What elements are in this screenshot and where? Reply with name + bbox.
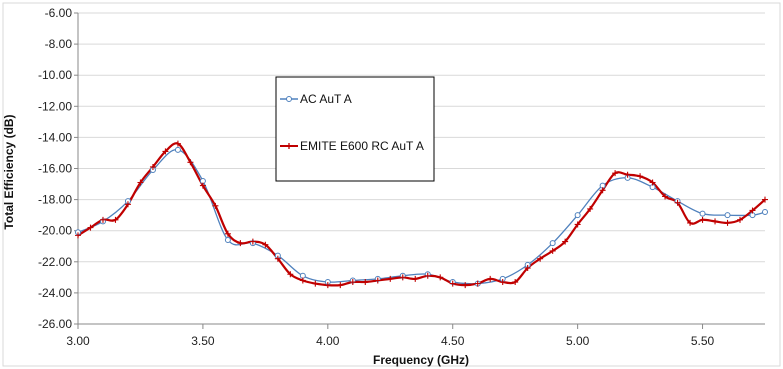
data-point-emite-e600 (87, 224, 94, 231)
x-tick-label: 5.00 (566, 334, 590, 348)
data-point-emite-e600 (499, 279, 506, 286)
data-point-emite-e600 (449, 280, 456, 287)
legend-label-ac-aut-a: AC AuT A (300, 92, 352, 106)
x-tick-label: 4.00 (316, 334, 340, 348)
data-point-emite-e600 (137, 179, 144, 186)
data-point-ac-aut-a (699, 210, 706, 217)
y-tick-label: -6.00 (45, 6, 73, 20)
data-point-emite-e600 (262, 241, 269, 248)
series-line-1 (77, 142, 766, 287)
x-tick-label: 3.50 (191, 334, 215, 348)
data-point-emite-e600 (524, 265, 531, 272)
data-point-emite-e600 (437, 274, 444, 281)
data-point-emite-e600 (624, 171, 631, 178)
x-axis-title: Frequency (GHz) (373, 353, 469, 367)
y-tick-label: -8.00 (45, 37, 73, 51)
data-point-emite-e600 (637, 173, 644, 180)
data-point-ac-aut-a (724, 212, 731, 219)
data-point-emite-e600 (374, 277, 381, 284)
data-point-emite-e600 (762, 196, 768, 203)
x-tick-label: 4.50 (441, 334, 465, 348)
data-point-emite-e600 (212, 202, 219, 209)
data-point-emite-e600 (474, 280, 481, 287)
data-point-emite-e600 (424, 272, 431, 279)
y-tick-labels: -6.00 -8.00 -10.00 -12.00 -14.00 -16.00 -18.00… (38, 6, 72, 331)
legend-marker-emite-e600 (286, 143, 292, 149)
data-point-emite-e600 (462, 282, 469, 289)
y-tick-label: -24.00 (38, 286, 72, 300)
data-point-emite-e600 (99, 216, 106, 223)
data-point-emite-e600 (749, 207, 756, 214)
data-point-emite-e600 (349, 279, 356, 286)
legend: AC AuT A EMITE E600 RC AuT A (275, 76, 435, 182)
y-tick-label: -22.00 (38, 255, 72, 269)
data-point-ac-aut-a (549, 240, 556, 247)
data-point-emite-e600 (249, 238, 256, 245)
gridlines (78, 12, 765, 325)
data-point-emite-e600 (387, 275, 394, 282)
data-point-emite-e600 (662, 193, 669, 200)
data-point-ac-aut-a (174, 146, 181, 153)
data-point-emite-e600 (299, 277, 306, 284)
legend-box (275, 76, 435, 182)
data-point-emite-e600 (149, 163, 156, 170)
data-point-emite-e600 (512, 279, 519, 286)
x-tick-labels: 3.00 3.50 4.00 4.50 5.00 5.50 (66, 334, 714, 348)
axes (74, 12, 765, 329)
data-point-emite-e600 (124, 201, 131, 208)
y-tick-label: -14.00 (38, 130, 72, 144)
series-markers (75, 140, 768, 289)
y-tick-label: -18.00 (38, 193, 72, 207)
data-point-emite-e600 (199, 182, 206, 189)
data-point-emite-e600 (674, 199, 681, 206)
data-point-emite-e600 (537, 255, 544, 262)
data-point-emite-e600 (75, 232, 81, 239)
data-point-emite-e600 (274, 255, 281, 262)
data-point-emite-e600 (699, 216, 706, 223)
data-point-ac-aut-a (224, 237, 231, 244)
legend-label-emite-e600: EMITE E600 RC AuT A (300, 139, 424, 153)
data-point-emite-e600 (487, 275, 494, 282)
data-point-emite-e600 (562, 238, 569, 245)
data-point-emite-e600 (574, 221, 581, 228)
data-point-emite-e600 (162, 148, 169, 155)
data-point-emite-e600 (612, 170, 619, 177)
data-point-emite-e600 (112, 216, 119, 223)
data-point-emite-e600 (399, 274, 406, 281)
data-point-emite-e600 (187, 159, 194, 166)
data-point-emite-e600 (549, 247, 556, 254)
data-point-emite-e600 (724, 219, 731, 226)
data-point-emite-e600 (224, 230, 231, 237)
y-axis-title: Total Efficiency (dB) (2, 114, 16, 229)
data-point-emite-e600 (337, 282, 344, 289)
y-tick-label: -26.00 (38, 317, 72, 331)
y-tick-label: -20.00 (38, 224, 72, 238)
x-tick-label: 3.00 (66, 334, 90, 348)
data-point-emite-e600 (237, 240, 244, 247)
y-tick-label: -10.00 (38, 68, 72, 82)
legend-marker-ac-aut-a (286, 96, 292, 102)
y-tick-label: -16.00 (38, 162, 72, 176)
data-point-emite-e600 (362, 279, 369, 286)
data-point-emite-e600 (737, 216, 744, 223)
data-point-emite-e600 (649, 179, 656, 186)
y-tick-label: -12.00 (38, 99, 72, 113)
data-point-emite-e600 (687, 219, 694, 226)
data-point-emite-e600 (174, 140, 181, 147)
data-point-emite-e600 (287, 271, 294, 278)
data-point-emite-e600 (599, 187, 606, 194)
data-point-ac-aut-a (762, 209, 768, 216)
data-point-emite-e600 (312, 280, 319, 287)
x-tick-label: 5.50 (691, 334, 715, 348)
data-point-ac-aut-a (574, 212, 581, 219)
data-point-emite-e600 (712, 218, 719, 225)
data-point-emite-e600 (412, 275, 419, 282)
data-point-emite-e600 (587, 205, 594, 212)
data-point-emite-e600 (324, 282, 331, 289)
